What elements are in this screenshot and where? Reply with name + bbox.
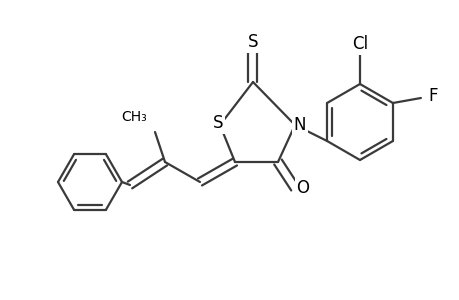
Text: S: S — [212, 114, 223, 132]
Text: O: O — [296, 179, 309, 197]
Text: N: N — [293, 116, 306, 134]
Text: Cl: Cl — [351, 35, 367, 53]
Text: F: F — [427, 87, 437, 105]
Text: S: S — [247, 33, 257, 51]
Text: CH₃: CH₃ — [121, 110, 147, 124]
